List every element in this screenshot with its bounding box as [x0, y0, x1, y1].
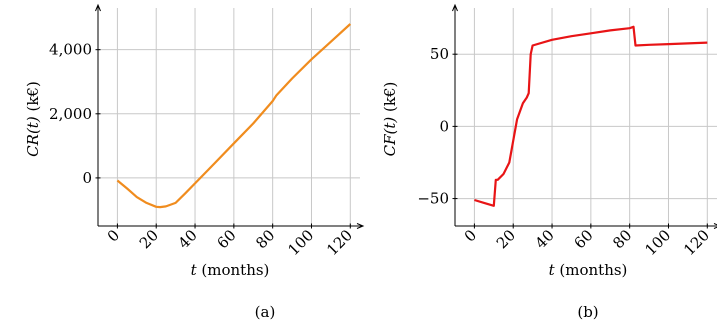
- chart-panel-a: 0 20 40 60 80 100 120 0 2,000 4,000 CR(t) (k€) t (m…: [24, 3, 365, 321]
- y-axis-arrow: [95, 3, 101, 12]
- x-tick-label: 60: [570, 226, 596, 252]
- y-tick-label: 0: [82, 169, 92, 187]
- series-line: [474, 25, 708, 207]
- chart-panel-b: 0 20 40 60 80 100 120 −50 0 50 CF(t) (k€) t (months…: [381, 3, 717, 321]
- x-tick-label: 120: [680, 226, 713, 259]
- x-tick-label: 40: [175, 226, 201, 252]
- panel-caption: (b): [577, 303, 598, 321]
- y-tick-label: −50: [417, 190, 449, 208]
- x-axis-label: t (months): [549, 261, 628, 279]
- y-axis-label: CF(t) (k€): [381, 82, 399, 157]
- x-tick-label: 100: [284, 226, 317, 259]
- y-axis-arrow: [452, 3, 458, 12]
- x-tick-label: 120: [323, 226, 356, 259]
- y-tick-label: 4,000: [49, 41, 92, 59]
- x-tick-label: 0: [104, 226, 123, 245]
- panel-caption: (a): [255, 303, 276, 321]
- x-tick-label: 40: [532, 226, 558, 252]
- x-tick-label: 60: [213, 226, 239, 252]
- y-tick-label: 2,000: [49, 105, 92, 123]
- x-tick-label: 100: [641, 226, 674, 259]
- y-tick-label: 0: [439, 117, 449, 135]
- series-line: [116, 23, 352, 209]
- y-axis-label: CR(t) (k€): [24, 81, 42, 157]
- x-tick-label: 80: [609, 226, 635, 252]
- x-tick-label: 20: [136, 226, 162, 252]
- x-tick-label: 0: [461, 226, 480, 245]
- x-axis-label: t (months): [191, 261, 270, 279]
- y-tick-label: 50: [430, 45, 449, 63]
- x-axis-arrow: [713, 223, 717, 229]
- x-tick-label: 20: [493, 226, 519, 252]
- x-axis-arrow: [356, 223, 365, 229]
- x-tick-label: 80: [252, 226, 278, 252]
